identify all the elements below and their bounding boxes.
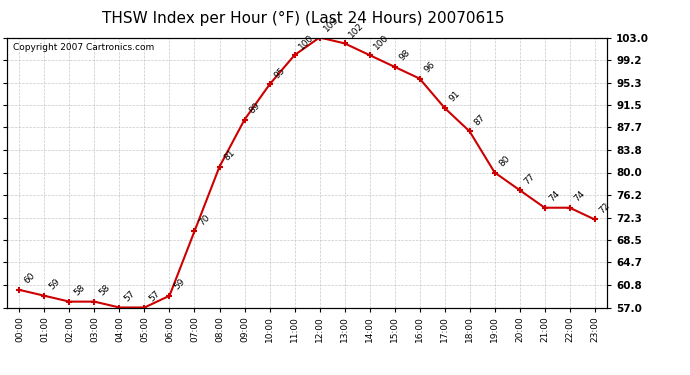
Text: 59: 59 (47, 277, 61, 292)
Text: 58: 58 (72, 283, 87, 297)
Text: 57: 57 (147, 289, 161, 303)
Text: Copyright 2007 Cartronics.com: Copyright 2007 Cartronics.com (13, 43, 154, 52)
Text: 102: 102 (347, 21, 366, 39)
Text: 95: 95 (273, 66, 287, 80)
Text: 103: 103 (322, 15, 341, 33)
Text: 57: 57 (122, 289, 137, 303)
Text: 89: 89 (247, 101, 262, 116)
Text: 74: 74 (573, 189, 587, 204)
Text: 96: 96 (422, 60, 437, 74)
Text: 60: 60 (22, 271, 37, 286)
Text: 58: 58 (97, 283, 112, 297)
Text: 70: 70 (197, 213, 212, 227)
Text: 87: 87 (473, 113, 487, 127)
Text: 72: 72 (598, 201, 612, 215)
Text: 74: 74 (547, 189, 562, 204)
Text: 100: 100 (297, 32, 316, 51)
Text: 98: 98 (397, 48, 412, 63)
Text: 81: 81 (222, 148, 237, 162)
Text: 100: 100 (373, 32, 391, 51)
Text: 91: 91 (447, 89, 462, 104)
Text: THSW Index per Hour (°F) (Last 24 Hours) 20070615: THSW Index per Hour (°F) (Last 24 Hours)… (102, 11, 505, 26)
Text: 80: 80 (497, 154, 512, 168)
Text: 77: 77 (522, 171, 537, 186)
Text: 59: 59 (172, 277, 187, 292)
